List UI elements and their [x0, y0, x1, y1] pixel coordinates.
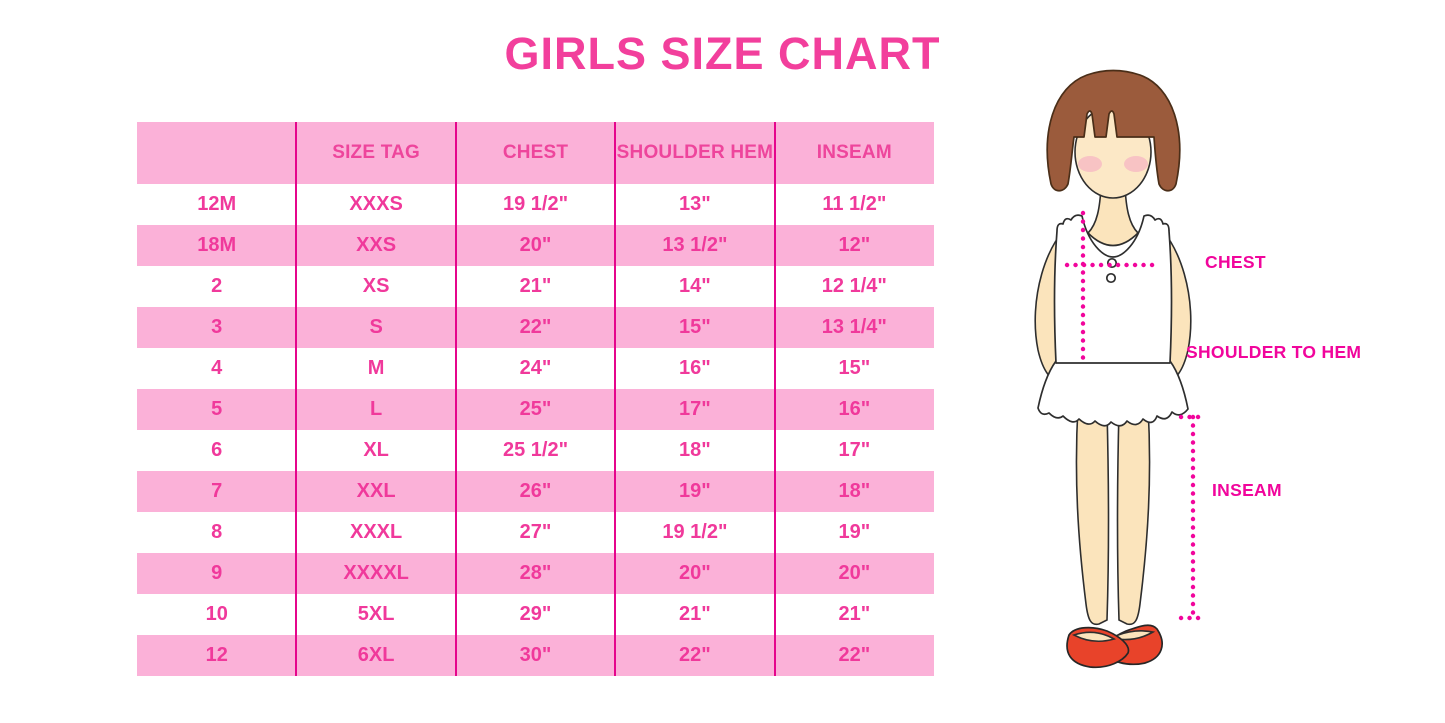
table-cell: 9: [211, 562, 223, 584]
table-cell: XXXL: [349, 521, 403, 543]
table-cell: 8: [211, 521, 223, 543]
table-cell: 19 1/2": [662, 521, 728, 543]
table-cell: 19": [838, 521, 871, 543]
table-cell: 12: [205, 644, 228, 666]
left-leg: [1075, 405, 1110, 626]
table-cell: 3: [211, 316, 223, 338]
table-cell: XL: [363, 439, 389, 461]
table-cell: 20": [679, 562, 711, 584]
neck: [1086, 185, 1140, 247]
table-cell: 16": [838, 398, 871, 420]
table-cell: 4: [211, 357, 223, 379]
table-cell: 19": [679, 480, 711, 502]
table-cell: 6XL: [357, 644, 395, 666]
table-cell: 15": [679, 316, 711, 338]
table-cell: XXS: [356, 234, 397, 256]
table-cell: 14": [679, 275, 711, 297]
table-row: 2 XS 21" 14" 12 1/4": [137, 266, 934, 307]
table-cell: 27": [519, 521, 552, 543]
table-cell: 18": [679, 439, 711, 461]
table-cell: XS: [362, 275, 390, 297]
table-row: 12 6XL 30" 22" 22": [137, 635, 934, 676]
table-row: 18M XXS 20" 13 1/2" 12": [137, 225, 934, 266]
column-divider: [614, 122, 617, 676]
left-blush: [1078, 156, 1102, 172]
table-cell: 28": [519, 562, 552, 584]
table-cell: 20": [519, 234, 552, 256]
table-cell: L: [370, 398, 383, 420]
table-cell: 11 1/2": [822, 193, 887, 215]
right-blush: [1124, 156, 1148, 172]
skirt: [1037, 360, 1189, 427]
table-cell: 21": [519, 275, 552, 297]
column-header-chest: CHEST: [502, 142, 569, 163]
table-cell: 19 1/2": [502, 193, 569, 215]
table-row: 12M XXXS 19 1/2" 13" 11 1/2": [137, 184, 934, 225]
left-shoe-instep: [1071, 631, 1117, 643]
chest-label: CHEST: [1205, 252, 1266, 272]
table-row: 5 L 25" 17" 16": [137, 389, 934, 430]
table-cell: 10: [205, 603, 228, 625]
table-cell: 21": [679, 603, 711, 625]
table-cell: 24": [519, 357, 552, 379]
table-cell: 18": [838, 480, 871, 502]
table-cell: 12M: [197, 193, 237, 215]
table-cell: 18M: [197, 234, 237, 256]
table-cell: 20": [838, 562, 871, 584]
table-cell: XXL: [356, 480, 396, 502]
column-header-inseam: INSEAM: [816, 142, 892, 163]
table-cell: 5XL: [357, 603, 395, 625]
table-cell: 12": [838, 234, 871, 256]
table-cell: 7: [211, 480, 223, 502]
table-cell: XXXXL: [343, 562, 409, 584]
table-cell: 30": [519, 644, 552, 666]
table-row: 8 XXXL 27" 19 1/2" 19": [137, 512, 934, 553]
table-cell: M: [367, 357, 385, 379]
column-divider: [454, 122, 457, 676]
table-header-row: SIZE TAG CHEST SHOULDER HEM INSEAM: [137, 122, 934, 184]
bottom-button: [1105, 272, 1117, 284]
table-cell: 6: [211, 439, 223, 461]
table-cell: 5: [211, 398, 223, 420]
hair: [1046, 69, 1181, 192]
table-cell: 22": [519, 316, 552, 338]
table-cell: 26": [519, 480, 552, 502]
table-row: 6 XL 25 1/2" 18" 17": [137, 430, 934, 471]
table-cell: 2: [211, 275, 223, 297]
shoulder-to-hem-label: SHOULDER TO HEM: [1186, 342, 1362, 362]
table-cell: 22": [679, 644, 711, 666]
table-cell: 25": [519, 398, 552, 420]
table-cell: 13 1/4": [821, 316, 887, 338]
table-row: 7 XXL 26" 19" 18": [137, 471, 934, 512]
column-header-size: [137, 122, 296, 184]
table-cell: 29": [519, 603, 552, 625]
table-cell: 12 1/4": [821, 275, 887, 297]
table-cell: 15": [838, 357, 871, 379]
table-cell: S: [369, 316, 383, 338]
table-cell: 13 1/2": [662, 234, 728, 256]
tank-top: [1053, 214, 1173, 364]
table-row: 4 M 24" 16" 15": [137, 348, 934, 389]
column-header-size-tag: SIZE TAG: [332, 142, 421, 163]
size-table: SIZE TAG CHEST SHOULDER HEM INSEAM 12M X…: [137, 122, 934, 676]
table-cell: 17": [838, 439, 871, 461]
table-row: 9 XXXXL 28" 20" 20": [137, 553, 934, 594]
inseam-label: INSEAM: [1212, 480, 1282, 500]
table-cell: XXXS: [349, 193, 403, 215]
girl-illustration: [1034, 69, 1209, 669]
table-cell: 25 1/2": [502, 439, 569, 461]
table-row: 3 S 22" 15" 13 1/4": [137, 307, 934, 348]
column-divider: [295, 122, 298, 676]
page-title: GIRLS SIZE CHART: [504, 28, 941, 79]
table-cell: 21": [838, 603, 871, 625]
table-cell: 17": [679, 398, 711, 420]
table-cell: 13": [679, 193, 711, 215]
column-header-shoulder-hem: SHOULDER HEM: [616, 142, 774, 163]
table-cell: 16": [679, 357, 711, 379]
column-divider: [773, 122, 776, 676]
table-cell: 22": [838, 644, 871, 666]
table-row: 10 5XL 29" 21" 21": [137, 594, 934, 635]
right-leg: [1116, 405, 1151, 626]
